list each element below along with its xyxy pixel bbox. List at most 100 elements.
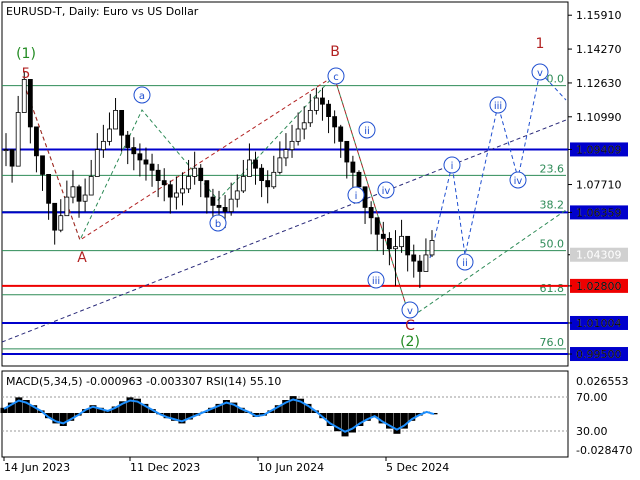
current-price-tag [570,247,628,262]
wave-path-green [23,75,567,319]
macd-bar [334,413,342,432]
candle-body [283,149,289,159]
candle-body [356,171,362,188]
current-price-label: 1.04309 [576,249,622,262]
candle-body [368,207,374,219]
chart-title: EURUSD-T, Daily: Euro vs US Dollar [6,5,199,18]
macd-bar [111,406,119,413]
macd-bar [282,400,290,413]
candle-body [338,126,344,142]
candle-body [27,79,33,128]
candle-body [222,207,228,212]
macd-bar [59,413,67,426]
candle-body [259,167,265,181]
macd-bar [15,397,23,413]
macd-bar [348,413,356,433]
macd-bar [341,413,349,437]
macd-bar [67,413,75,421]
key-level-label: 1.01004 [576,317,622,330]
indicator-panel-frame [1,370,569,458]
macd-bar [289,396,297,413]
key-level-label: 1.02800 [576,280,622,293]
candle-body [240,176,246,192]
macd-bar [171,413,179,421]
candle-body [429,240,435,256]
candle-body [88,176,94,196]
candle-body [173,192,179,198]
key-level-tag [570,205,628,220]
candle-body [326,103,331,117]
candle-body [46,173,51,204]
macd-bar [208,407,216,413]
key-level-tag [570,278,628,293]
candle-body [350,161,356,173]
candle-body [58,215,64,231]
candle-body [417,260,423,272]
candle-body [52,202,58,231]
price-tick-label: 1.15910 [576,9,622,22]
candle-body [423,254,429,272]
candle-body [399,235,404,248]
indicator-tick-label: 70.00 [576,391,608,404]
wave-circle-label: b [215,219,221,230]
macd-bar [148,409,156,413]
candle-body [313,97,319,111]
candle-body [320,97,325,105]
wave-label: C [405,318,415,334]
macd-bar [297,398,305,413]
key-level-label: 0.99500 [576,348,622,361]
candle-body [100,140,106,151]
price-tick-label: 1.09409 [576,143,622,156]
macd-bar [126,397,134,413]
macd-bar [178,413,186,424]
candle-body [119,109,125,136]
candle-body [265,180,271,188]
candle-body [155,169,161,181]
key-level-tag [570,315,628,330]
candle-body [82,194,88,202]
candle-body [149,163,155,171]
candle-body [137,153,143,161]
indicator-tick-label: -0.028470 [576,444,632,457]
wave-label: A [77,250,87,266]
wave-circle-label: ii [364,126,370,137]
price-tick-label: 1.07710 [576,179,622,192]
macd-bar [119,401,127,413]
wave-circle [367,271,385,289]
fibo-label: 0.0 [547,73,565,86]
macd-bar [52,413,60,424]
key-level-label: 1.09409 [576,143,622,156]
macd-bar [386,413,394,429]
candle-body [295,128,301,142]
candle-body [21,79,27,113]
rsi-line [3,398,435,433]
wave-label: (1) [16,46,36,62]
levels-layer: 1.09409 1.06359 1.02800 1.01004 0.99500 [2,142,628,362]
macd-bar [215,403,223,413]
key-level-tag [570,142,628,157]
macd-bar [185,413,193,420]
candle-body [301,122,307,130]
wave-circle [347,186,365,204]
wave-circle-label: i [451,161,454,172]
candle-body [253,159,258,169]
macd-bar [326,413,334,426]
price-tick-label: 1.12630 [576,77,622,90]
price-tick-label: 1.14270 [576,43,622,56]
candle-body [247,159,252,177]
candle-body [228,198,234,212]
wave-paths-layer [1,70,567,343]
key-level-tag [570,347,628,362]
price-axis-layer: 1.15910 1.14270 1.12630 1.10990 1.09409 1.077… [568,9,628,361]
candle-body [161,180,167,186]
time-tick-label: 5 Dec 2024 [386,461,449,474]
candle-body [210,196,216,206]
indicator-title: MACD(5,34,5) -0.000963 -0.003307 RSI(14)… [6,375,281,388]
macd-bar [363,413,371,421]
wave-circle [209,214,227,232]
wave-circle [377,181,395,199]
price-tick-label: 1.06359 [576,206,622,219]
candle-body [180,188,185,194]
